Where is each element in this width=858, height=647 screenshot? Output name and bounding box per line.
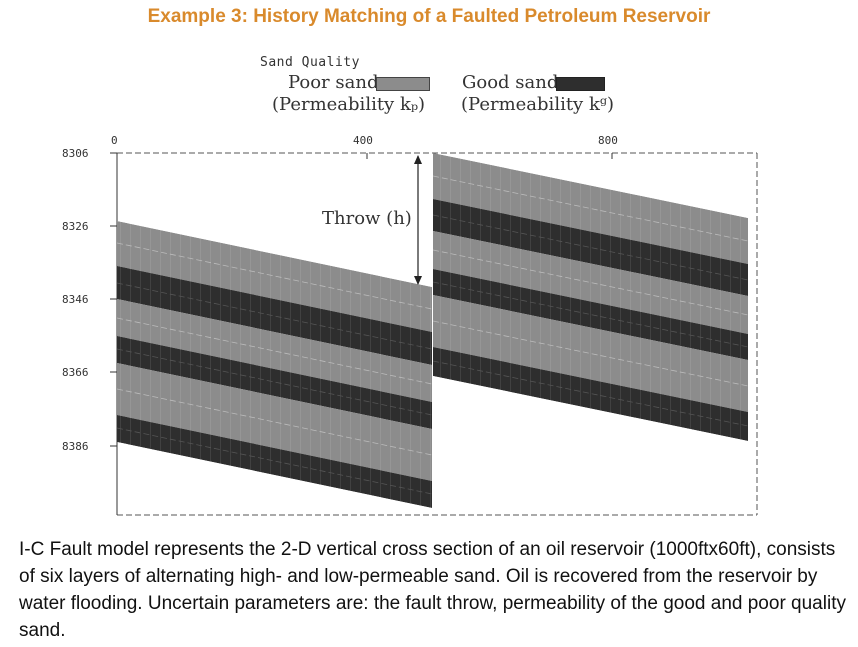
legend-poor-label: Poor sand xyxy=(288,72,379,93)
x-tick-label: 0 xyxy=(111,134,118,147)
right-fault-block xyxy=(433,153,748,441)
slide-title: Example 3: History Matching of a Faulted… xyxy=(147,6,711,27)
x-tick-label: 400 xyxy=(353,134,373,147)
legend-poor-swatch xyxy=(376,77,430,91)
y-tick-label: 8386 xyxy=(62,440,89,453)
legend-poor-sub: (Permeability kₚ) xyxy=(272,94,426,115)
throw-arrow-head-top xyxy=(414,155,422,164)
y-tick-label: 8346 xyxy=(62,293,89,306)
left-fault-block xyxy=(117,221,432,508)
throw-label: Throw (h) xyxy=(322,208,412,229)
y-tick-label: 8306 xyxy=(62,147,89,160)
y-tick-label: 8326 xyxy=(62,220,89,233)
legend-heading: Sand Quality xyxy=(260,55,360,70)
x-tick-label: 800 xyxy=(598,134,618,147)
legend-good-swatch xyxy=(556,77,605,91)
legend-good-sub: (Permeability kᵍ) xyxy=(461,94,615,115)
legend-good-label: Good sand xyxy=(462,72,559,93)
y-tick-label: 8366 xyxy=(62,366,89,379)
throw-arrow-head-bottom xyxy=(414,276,422,285)
description-text: I-C Fault model represents the 2-D verti… xyxy=(19,539,846,641)
